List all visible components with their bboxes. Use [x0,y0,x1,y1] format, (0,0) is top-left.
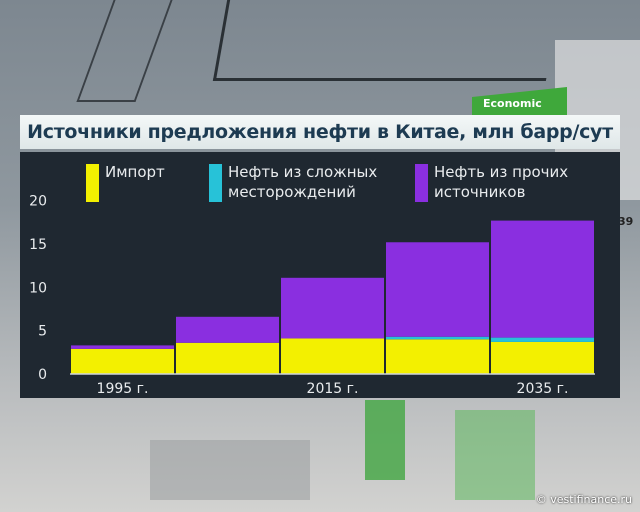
bar-difficult [386,336,489,340]
legend-item-difficult: Нефть из сложных месторождений [209,162,377,202]
bar-import [281,338,384,374]
bar-other [281,277,384,339]
bar-import [491,341,594,374]
background-number: 39 [618,215,634,228]
legend-item-other: Нефть из прочих источников [415,162,568,202]
x-tick-label: 1995 г. [97,381,149,397]
legend-item-import: Импорт [86,162,165,202]
background-green-block [455,410,535,500]
legend-swatch-difficult [209,164,222,202]
background-frame [76,0,173,102]
chart-panel: Импорт Нефть из сложных месторождений Не… [20,152,620,398]
bar-other [71,345,174,349]
bar-import [71,348,174,374]
background-green-block [365,400,405,480]
y-tick-label: 15 [29,237,47,253]
background-label: Economic [483,97,542,110]
y-tick-label: 0 [38,367,47,383]
y-tick-label: 5 [38,324,47,340]
bar-other [386,242,489,337]
copyright-credit: © vestifinance.ru [535,493,632,506]
bar-difficult [491,337,594,342]
legend-label-import: Импорт [105,163,165,181]
background-frame [212,0,561,81]
legend-swatch-import [86,164,99,202]
bar-import [176,342,279,374]
y-tick-label: 10 [29,280,47,296]
background-grey-block [150,440,310,500]
x-tick-label: 2035 г. [517,381,569,397]
legend-swatch-other [415,164,428,202]
bar-other [491,220,594,338]
bar-import [386,339,489,374]
chart-title: Источники предложения нефти в Китае, млн… [27,121,613,143]
x-tick-label: 2015 г. [307,381,359,397]
chart-title-bar: Источники предложения нефти в Китае, млн… [20,115,620,149]
legend-label-other: Нефть из прочих источников [434,163,569,201]
bar-chart: 0 5 10 15 20 1995 г. 2015 г. 2035 г. [29,194,595,397]
legend-label-difficult: Нефть из сложных месторождений [228,163,378,201]
bar-other [176,316,279,343]
y-tick-label: 20 [29,194,47,210]
